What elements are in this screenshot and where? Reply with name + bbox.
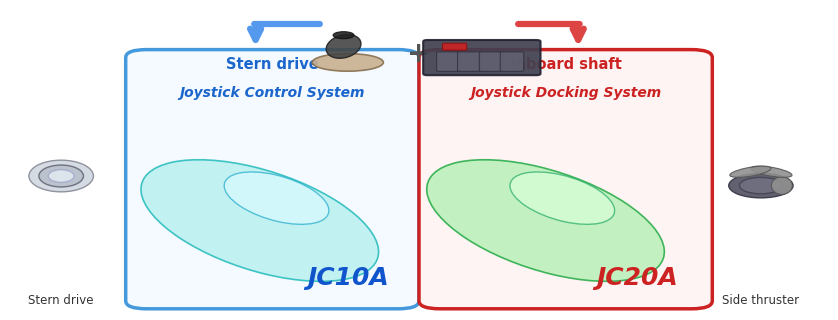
FancyBboxPatch shape <box>423 40 541 75</box>
FancyBboxPatch shape <box>442 43 467 50</box>
Ellipse shape <box>312 54 384 71</box>
Ellipse shape <box>225 172 328 224</box>
FancyBboxPatch shape <box>500 52 524 71</box>
Text: Stern drive: Stern drive <box>226 57 318 71</box>
Ellipse shape <box>39 165 84 187</box>
Text: Joystick Docking System: Joystick Docking System <box>470 86 661 100</box>
FancyBboxPatch shape <box>126 50 419 309</box>
Text: JC10A: JC10A <box>307 266 389 291</box>
Ellipse shape <box>739 177 783 194</box>
Ellipse shape <box>427 160 665 281</box>
Text: Stern drive: Stern drive <box>28 294 94 307</box>
Text: Inboard shaft: Inboard shaft <box>510 57 622 71</box>
Ellipse shape <box>141 160 379 281</box>
Ellipse shape <box>49 170 74 182</box>
Text: Side thruster: Side thruster <box>722 294 799 307</box>
Ellipse shape <box>729 173 793 198</box>
Ellipse shape <box>333 32 354 39</box>
FancyBboxPatch shape <box>437 52 460 71</box>
Ellipse shape <box>510 172 614 224</box>
Ellipse shape <box>771 177 793 195</box>
Ellipse shape <box>730 166 771 177</box>
Text: Joystick Control System: Joystick Control System <box>179 86 365 100</box>
Ellipse shape <box>326 35 361 58</box>
Ellipse shape <box>751 166 792 177</box>
Text: JC20A: JC20A <box>596 266 678 291</box>
FancyBboxPatch shape <box>419 50 712 309</box>
FancyBboxPatch shape <box>479 52 503 71</box>
Text: +: + <box>407 40 431 68</box>
Ellipse shape <box>28 160 94 192</box>
FancyBboxPatch shape <box>458 52 481 71</box>
